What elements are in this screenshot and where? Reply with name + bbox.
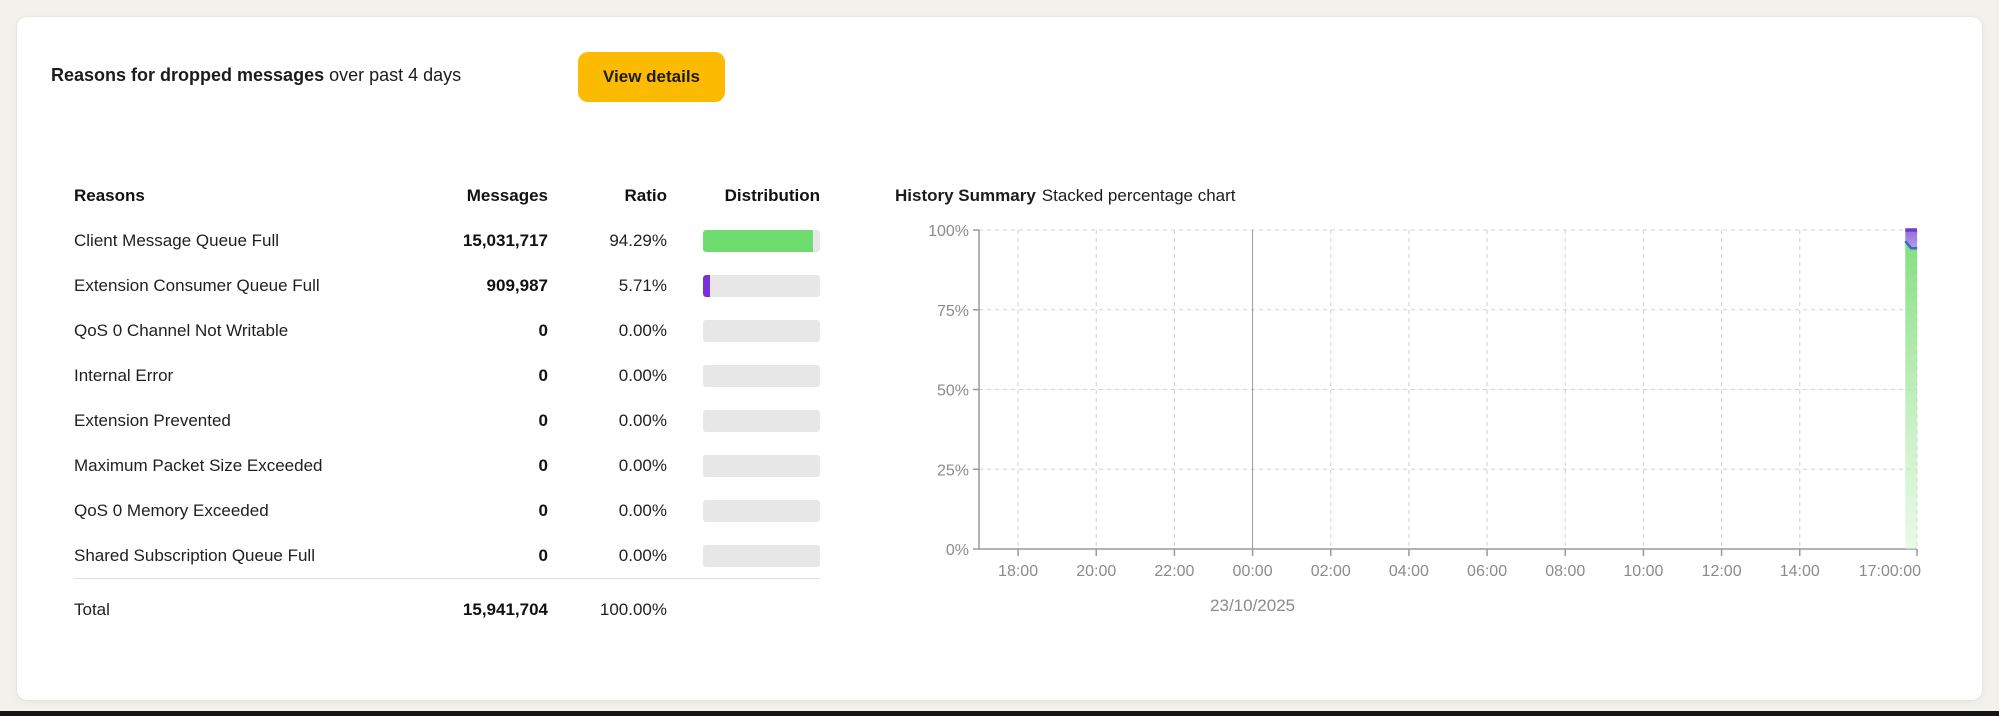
- cell-messages: 15,031,717: [462, 230, 548, 250]
- card-title: Reasons for dropped messages over past 4…: [51, 65, 461, 86]
- header-ratio: Ratio: [624, 185, 668, 205]
- cell-distribution: [703, 229, 820, 252]
- y-axis-tick-label: 25%: [937, 462, 969, 479]
- x-axis-tick-label: 17:00:00: [1859, 563, 1921, 580]
- x-axis-tick-label: 04:00: [1389, 563, 1429, 580]
- cell-ratio: 94.29%: [609, 230, 667, 250]
- x-axis-tick-label: 22:00: [1154, 563, 1194, 580]
- cell-reason: QoS 0 Memory Exceeded: [74, 500, 269, 520]
- bottom-edge-bar: [0, 711, 1999, 716]
- distribution-track: [703, 409, 820, 432]
- cell-distribution: [703, 544, 820, 567]
- x-axis-tick-label: 08:00: [1545, 563, 1585, 580]
- cell-ratio: 0.00%: [618, 545, 667, 565]
- chart-title: History Summary Stacked percentage chart: [895, 173, 1236, 218]
- cell-messages: 0: [538, 410, 548, 430]
- card-title-rest: over past 4 days: [324, 64, 462, 85]
- table-row: QoS 0 Memory Exceeded 0 0.00%: [74, 488, 820, 533]
- distribution-track: [703, 319, 820, 342]
- date-label: 23/10/2025: [1210, 596, 1295, 615]
- card-header: Reasons for dropped messages over past 4…: [51, 50, 461, 100]
- table-row: Extension Consumer Queue Full 909,987 5.71…: [74, 263, 820, 308]
- cell-distribution: [703, 274, 820, 297]
- cell-distribution: [703, 409, 820, 432]
- x-axis-tick-label: 00:00: [1233, 563, 1273, 580]
- header-distribution: Distribution: [724, 185, 820, 205]
- y-axis-tick-label: 50%: [937, 383, 969, 400]
- area-client-message-queue-full: [1905, 241, 1917, 549]
- dropped-messages-card: Reasons for dropped messages over past 4…: [17, 17, 1982, 700]
- distribution-track: [703, 274, 820, 297]
- x-axis-tick-label: 10:00: [1623, 563, 1663, 580]
- table-row: QoS 0 Channel Not Writable 0 0.00%: [74, 308, 820, 353]
- distribution-fill: [703, 229, 814, 252]
- cell-reason: Client Message Queue Full: [74, 230, 280, 250]
- distribution-track: [703, 229, 820, 252]
- y-axis-tick-label: 100%: [928, 223, 969, 240]
- reasons-table: Reasons Messages Ratio Distribution Clie…: [74, 173, 820, 632]
- chart-title-bold: History Summary: [895, 185, 1036, 205]
- cell-distribution: [703, 454, 820, 477]
- history-chart: 0% 25% 50% 75% 100% 18:00 20:00 22:00 00:00 02:00…: [928, 223, 1921, 615]
- cell-ratio: 5.71%: [618, 275, 667, 295]
- table-total-divider: [74, 578, 820, 579]
- header-reasons: Reasons: [74, 185, 145, 205]
- y-axis-tick-label: 0%: [946, 542, 969, 559]
- table-row: Maximum Packet Size Exceeded 0 0.00%: [74, 443, 820, 488]
- cell-messages: 0: [538, 365, 548, 385]
- cell-messages: 0: [538, 455, 548, 475]
- cell-messages: 0: [538, 545, 548, 565]
- y-axis-tick-label: 75%: [937, 303, 969, 320]
- cell-messages: 0: [538, 320, 548, 340]
- x-axis-tick-label: 20:00: [1076, 563, 1116, 580]
- cell-reason: Maximum Packet Size Exceeded: [74, 455, 323, 475]
- table-row: Shared Subscription Queue Full 0 0.00%: [74, 533, 820, 578]
- x-axis-tick-label: 06:00: [1467, 563, 1507, 580]
- distribution-fill: [703, 274, 710, 297]
- cell-ratio: 0.00%: [618, 455, 667, 475]
- total-label: Total: [74, 599, 110, 619]
- cell-messages: 0: [538, 500, 548, 520]
- x-axis-tick-label: 14:00: [1780, 563, 1820, 580]
- cell-reason: Extension Consumer Queue Full: [74, 275, 320, 295]
- table-row: Internal Error 0 0.00%: [74, 353, 820, 398]
- cell-reason: Internal Error: [74, 365, 174, 385]
- cell-ratio: 0.00%: [618, 320, 667, 340]
- cell-messages: 909,987: [486, 275, 548, 295]
- cell-distribution: [703, 499, 820, 522]
- cell-distribution: [703, 319, 820, 342]
- cell-reason: Extension Prevented: [74, 410, 231, 430]
- table-total-row: Total 15,941,704 100.00%: [74, 587, 820, 632]
- cell-reason: Shared Subscription Queue Full: [74, 545, 315, 565]
- chart-subtitle: Stacked percentage chart: [1041, 185, 1236, 205]
- cell-ratio: 0.00%: [618, 365, 667, 385]
- table-row: Client Message Queue Full 15,031,717 94.29…: [74, 218, 820, 263]
- table-header-row: Reasons Messages Ratio Distribution: [74, 173, 820, 218]
- cell-distribution: [703, 364, 820, 387]
- x-axis-tick-label: 02:00: [1311, 563, 1351, 580]
- cell-reason: QoS 0 Channel Not Writable: [74, 320, 289, 340]
- view-details-button[interactable]: View details: [578, 52, 725, 102]
- table-body: Client Message Queue Full 15,031,717 94.29…: [74, 218, 820, 578]
- x-axis-tick-label: 18:00: [998, 563, 1038, 580]
- total-ratio: 100.00%: [599, 599, 667, 619]
- distribution-track: [703, 499, 820, 522]
- total-messages: 15,941,704: [462, 599, 548, 619]
- card-title-bold: Reasons for dropped messages: [51, 64, 325, 85]
- distribution-track: [703, 364, 820, 387]
- x-axis-tick-label: 12:00: [1702, 563, 1742, 580]
- cell-ratio: 0.00%: [618, 410, 667, 430]
- header-messages: Messages: [466, 185, 548, 205]
- distribution-track: [703, 544, 820, 567]
- table-row: Extension Prevented 0 0.00%: [74, 398, 820, 443]
- distribution-track: [703, 454, 820, 477]
- cell-ratio: 0.00%: [618, 500, 667, 520]
